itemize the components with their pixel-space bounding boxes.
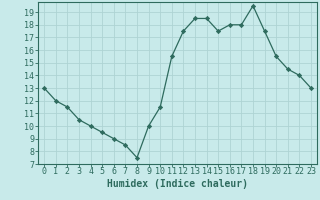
X-axis label: Humidex (Indice chaleur): Humidex (Indice chaleur) [107, 179, 248, 189]
